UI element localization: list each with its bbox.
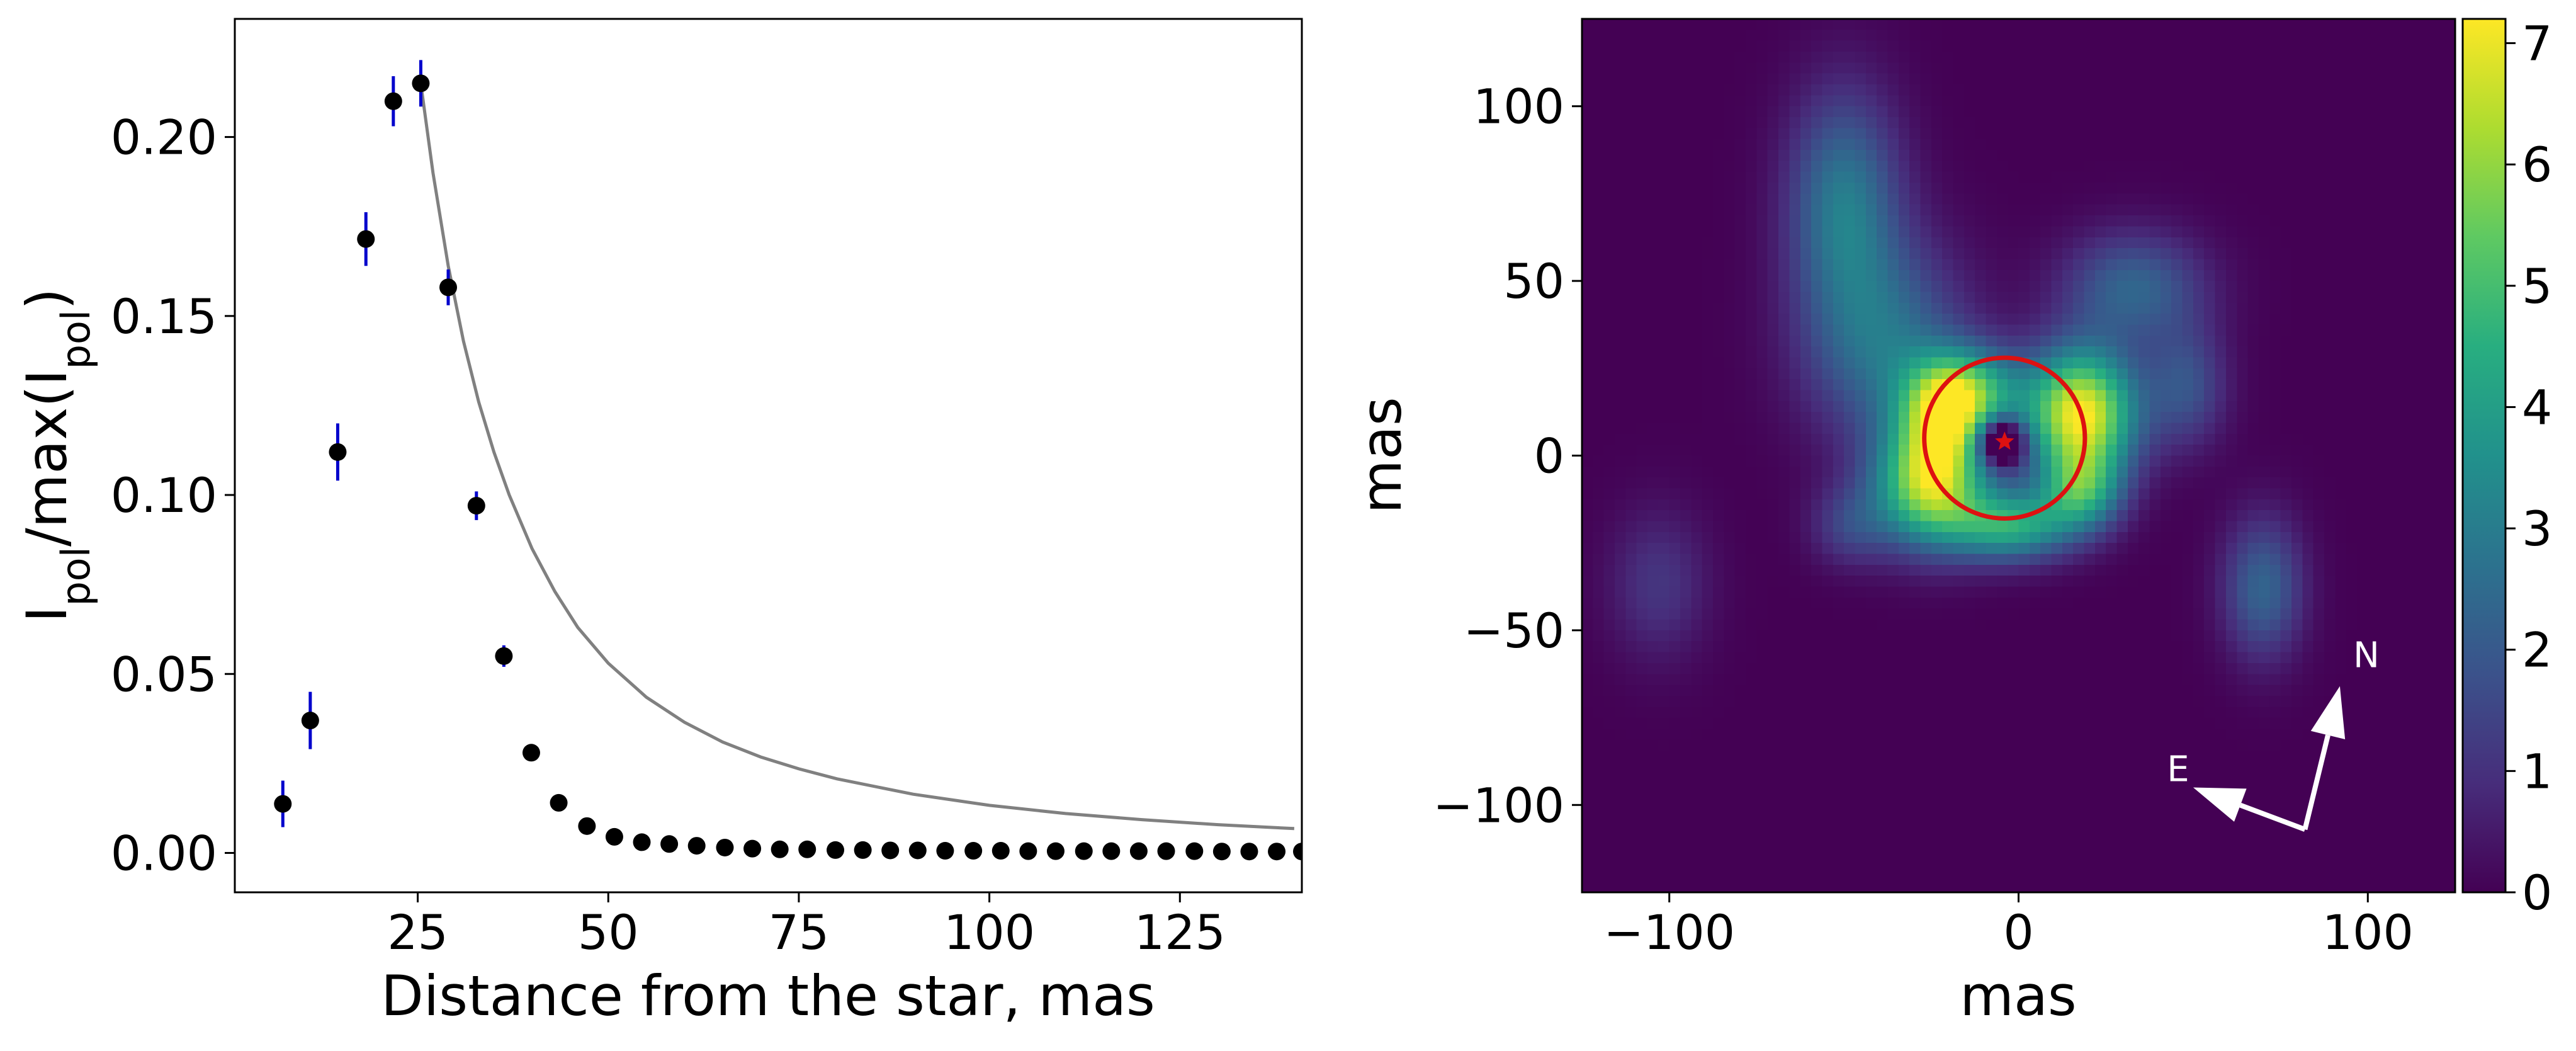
y-tick-label: 100 [1473, 79, 1564, 135]
model-curve [419, 82, 1295, 831]
east-arrow-shaft [2239, 802, 2306, 832]
data-point [329, 443, 347, 461]
data-point [495, 647, 513, 665]
data-point [1019, 842, 1037, 860]
y-tick-label: 0.05 [111, 646, 217, 702]
east-arrow-head [2193, 787, 2247, 822]
data-point [550, 793, 568, 812]
data-point [1102, 842, 1121, 860]
data-point [854, 841, 872, 859]
data-point [798, 840, 816, 858]
y-tick-label: 0.10 [111, 467, 217, 523]
colorbar-tick-label: 2 [2522, 622, 2552, 678]
data-point [384, 92, 402, 110]
profile-plot-frame [234, 18, 1303, 894]
y-tick-label: −100 [1433, 777, 1564, 833]
data-point [1046, 842, 1065, 860]
data-point [687, 837, 706, 855]
heatmap-raster [1582, 19, 2455, 892]
data-point [274, 795, 292, 813]
profile-y-axis-label: Ipol/max(Ipol) [14, 288, 99, 623]
x-tick-label: 125 [1134, 904, 1226, 960]
data-point [881, 841, 900, 860]
data-point [1240, 843, 1258, 861]
data-point [991, 842, 1010, 860]
north-arrow-head [2310, 686, 2346, 740]
x-tick-label: 100 [2322, 904, 2414, 960]
heatmap-image [1582, 19, 2455, 892]
data-point [1129, 842, 1148, 860]
polarized-intensity-map: N E −100 0 100 −100 −50 0 50 100 mas mas 0 1 2 3 4 5… [1349, 16, 2552, 1028]
data-point [743, 839, 762, 858]
profile-x-axis-label: Distance from the star, mas [381, 963, 1155, 1028]
colorbar-tick-label: 5 [2522, 258, 2552, 314]
data-point [412, 74, 430, 93]
colorbar-tick-label: 1 [2522, 743, 2552, 799]
profile-plot: 25 50 75 100 125 0.00 0.05 0.10 0.15 0.20 Distan… [14, 18, 1303, 1028]
data-point [716, 838, 734, 856]
x-tick-label: 50 [578, 904, 639, 960]
x-tick-label: 100 [944, 904, 1035, 960]
x-tick-label: −100 [1603, 904, 1735, 960]
y-tick-label: 50 [1503, 253, 1564, 309]
north-label: N [2353, 635, 2380, 676]
x-tick-label: 0 [2003, 904, 2033, 960]
data-point [633, 833, 651, 851]
data-point [357, 230, 375, 248]
data-point [301, 712, 319, 730]
data-point [1212, 843, 1231, 861]
colorbar [2463, 19, 2505, 892]
y-tick-label: 0.20 [111, 110, 217, 166]
y-tick-label: 0 [1534, 428, 1564, 484]
data-point [771, 840, 789, 858]
data-point [827, 841, 845, 859]
data-point [660, 835, 679, 853]
y-tick-label: −50 [1464, 603, 1564, 659]
map-x-axis-label: mas [1960, 963, 2077, 1028]
x-tick-label: 25 [387, 904, 448, 960]
star-marker [1995, 431, 2014, 450]
y-tick-label: 0.15 [111, 288, 217, 344]
colorbar-tick-label: 7 [2522, 16, 2552, 72]
data-point [522, 744, 540, 762]
data-point [1157, 842, 1175, 860]
aperture-circle [1922, 355, 2087, 521]
colorbar-frame [2461, 18, 2507, 894]
data-point [1293, 843, 1302, 861]
colorbar-tick-label: 0 [2522, 865, 2552, 921]
data-point [964, 842, 983, 860]
colorbar-tick-label: 6 [2522, 137, 2552, 193]
colorbar-tick-label: 4 [2522, 379, 2552, 435]
data-point [1268, 843, 1286, 861]
data-point [1185, 842, 1204, 860]
y-tick-label: 0.00 [111, 825, 217, 881]
east-label: E [2167, 749, 2189, 790]
data-point [439, 278, 457, 297]
map-y-axis-label: mas [1349, 397, 1414, 514]
north-arrow-shaft [2302, 734, 2330, 831]
x-tick-label: 75 [769, 904, 830, 960]
data-point [1075, 842, 1093, 860]
data-point [908, 841, 927, 860]
data-point [467, 497, 485, 515]
data-point [605, 827, 623, 846]
profile-plot-area [235, 19, 1302, 892]
colorbar-tick-label: 3 [2522, 501, 2552, 557]
data-point [578, 817, 596, 835]
data-point [936, 842, 954, 860]
